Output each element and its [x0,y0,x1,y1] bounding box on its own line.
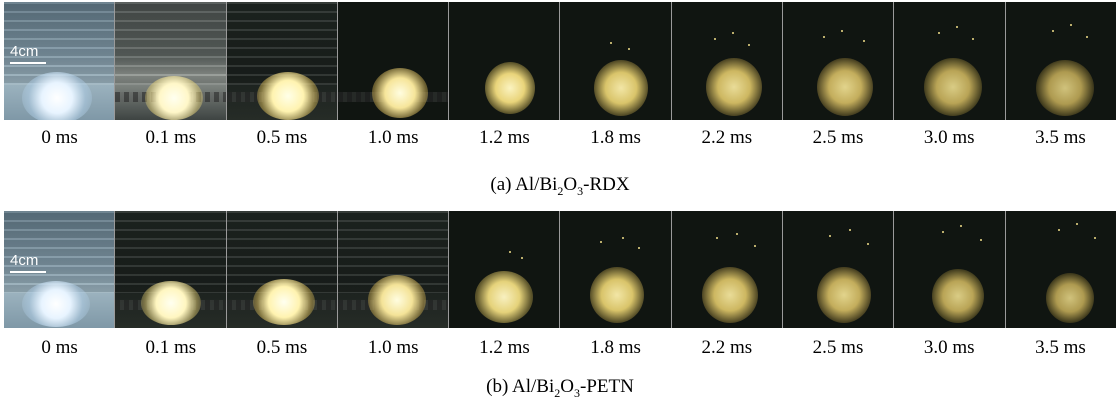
time-label: 1.8 ms [590,337,641,358]
time-label: 1.0 ms [367,127,419,148]
frame-rdx-1.8ms [560,2,671,120]
scale-label: 4cm [10,252,39,269]
frame-petn-3.5ms [1005,211,1116,328]
time-label: 0.1 ms [145,127,197,148]
time-label: 1.8 ms [590,127,641,148]
frame-rdx-3.0ms [894,2,1005,120]
time-label: 3.5 ms [1035,337,1086,358]
frame-rdx-2.2ms [671,2,783,120]
frame-petn-1.0ms [337,211,449,328]
frame-rdx-1.0ms [337,2,449,120]
time-label: 1.2 ms [479,337,530,358]
time-label: 0 ms [41,337,78,358]
frame-petn-0.1ms [115,211,226,328]
frame-petn-3.0ms [894,211,1005,328]
scale-bar: 4cm [10,253,46,273]
time-label: 2.5 ms [812,337,864,358]
frame-rdx-0.5ms [226,2,337,120]
time-label: 2.2 ms [701,127,753,148]
time-label: 3.0 ms [923,127,975,148]
frame-petn-1.8ms [560,211,671,328]
frame-rdx-0.1ms [115,2,226,120]
time-label: 2.5 ms [812,127,864,148]
scale-label: 4cm [10,43,39,60]
frame-rdx-3.5ms [1005,2,1116,120]
time-label: 0 ms [41,127,78,148]
frame-petn-0ms: 4cm [4,211,115,328]
time-label: 0.5 ms [256,337,308,358]
frame-petn-0.5ms [226,211,337,328]
time-label: 3.0 ms [923,337,975,358]
time-label: 0.1 ms [145,337,197,358]
frame-rdx-0ms: 4cm [4,2,115,120]
time-labels-petn: 0 ms 0.1 ms 0.5 ms 1.0 ms 1.2 ms 1.8 ms … [4,336,1116,360]
frame-rdx-2.5ms [783,2,894,120]
time-label: 3.5 ms [1035,127,1086,148]
caption-petn: (b) Al/Bi2O3-PETN [486,376,634,400]
caption-rdx: (a) Al/Bi2O3-RDX [490,174,630,198]
time-label: 1.2 ms [479,127,530,148]
time-labels-rdx: 0 ms 0.1 ms 0.5 ms 1.0 ms 1.2 ms 1.8 ms … [4,126,1116,150]
frame-rdx-1.2ms [449,2,560,120]
time-label: 1.0 ms [367,337,419,358]
image-strip-petn: 4cm [4,211,1116,328]
frame-petn-1.2ms [449,211,560,328]
frame-petn-2.2ms [671,211,783,328]
scale-bar: 4cm [10,44,46,64]
time-label: 2.2 ms [701,337,753,358]
image-strip-rdx: 4cm [4,2,1116,120]
frame-petn-2.5ms [783,211,894,328]
time-label: 0.5 ms [256,127,308,148]
